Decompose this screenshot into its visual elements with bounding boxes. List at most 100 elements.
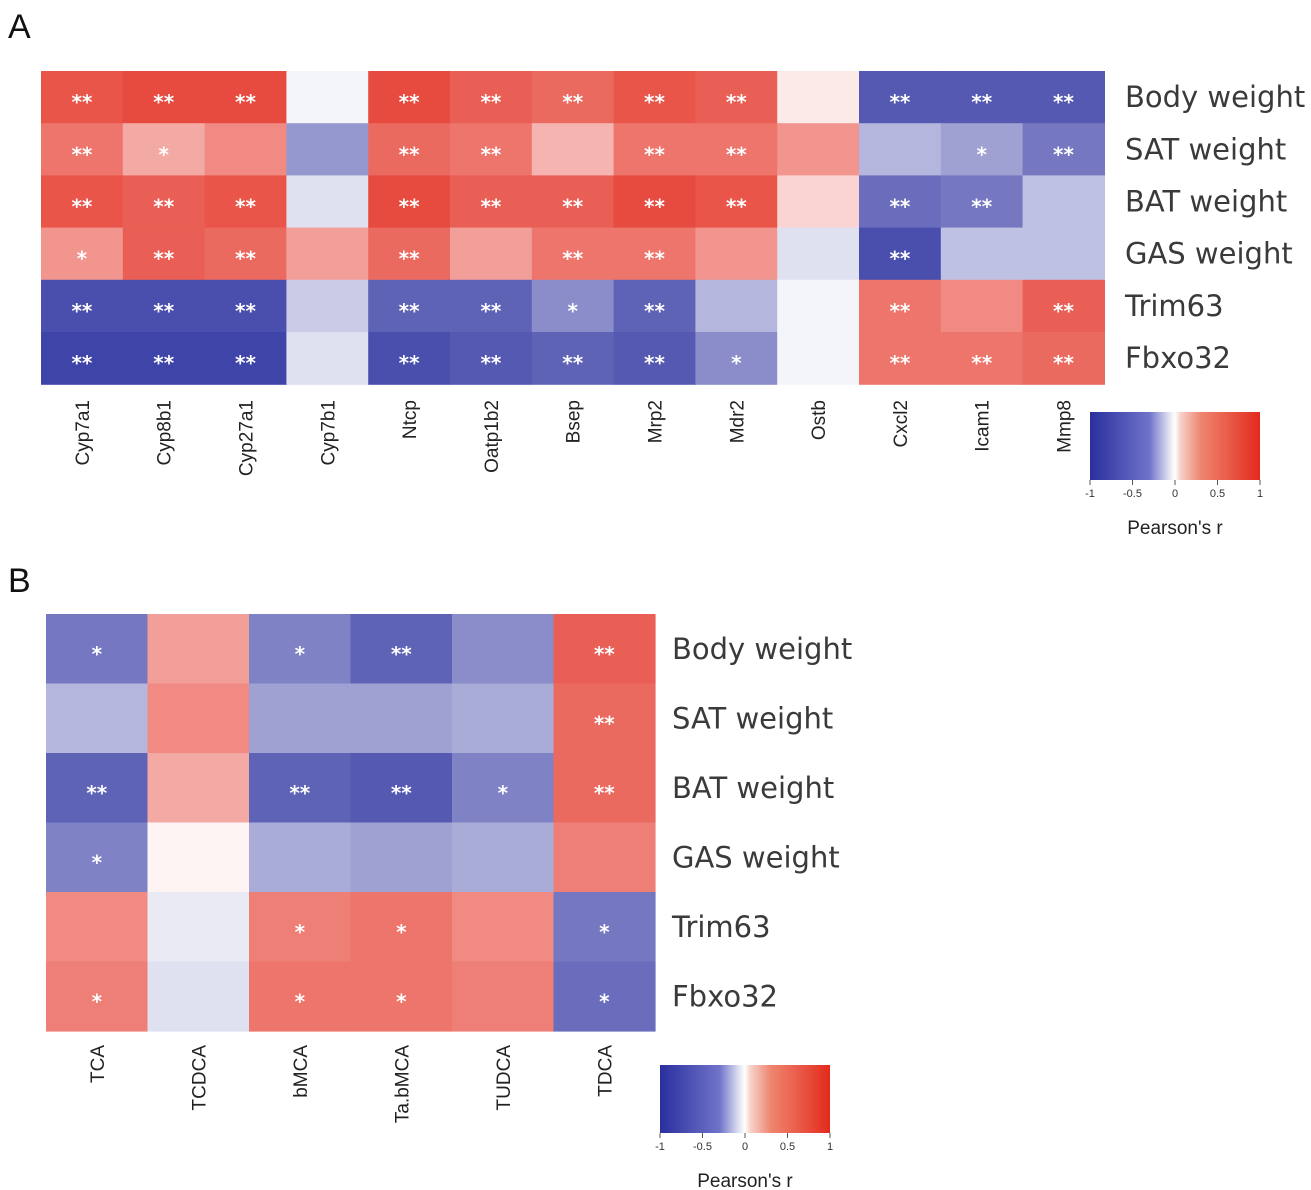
heatmap-cell-fbxo32-ntcp (368, 332, 451, 385)
significance-mark: ** (399, 351, 420, 375)
heatmap-cell-trim63-tudca (452, 892, 555, 963)
heatmap-cell-sat-weight-mrp2 (613, 123, 696, 176)
heatmap-cell-trim63-tca (46, 892, 149, 963)
colorbar-a-gradient (1090, 412, 1260, 480)
significance-mark: ** (480, 90, 501, 114)
heatmap-cell-fbxo32-bsep (531, 332, 615, 385)
heatmap-cell-trim63-ta-bmca (350, 892, 453, 963)
heatmap-cell-sat-weight-tcdca (147, 683, 250, 754)
significance-mark: ** (594, 711, 615, 735)
significance-mark: ** (391, 781, 412, 805)
heatmap-cell-fbxo32-mdr2 (695, 332, 778, 385)
heatmap-cell-bat-weight-bsep (531, 175, 615, 229)
heatmap-cell-fbxo32-ta-bmca (350, 961, 453, 1032)
column-label: TCA (88, 1045, 109, 1083)
significance-mark: ** (562, 351, 583, 375)
significance-mark: ** (86, 781, 107, 805)
column-label: Bsep (564, 400, 585, 443)
heatmap-cell-sat-weight-mdr2 (695, 123, 778, 176)
significance-mark: ** (889, 90, 910, 114)
heatmap-cell-trim63-mrp2 (613, 279, 696, 333)
heatmap-cell-gas-weight-tudca (452, 822, 555, 893)
heatmap-cell-fbxo32-bmca (249, 961, 352, 1032)
significance-mark: * (295, 642, 306, 666)
column-label: bMCA (291, 1045, 312, 1098)
significance-mark: ** (289, 781, 310, 805)
heatmap-cell-trim63-cyp7b1 (286, 279, 369, 333)
significance-mark: ** (971, 90, 992, 114)
heatmap-cell-trim63-bsep (531, 279, 615, 333)
heatmap-cell-body-weight-tudca (452, 614, 555, 685)
column-label: Mmp8 (1055, 400, 1076, 453)
heatmap-cell-body-weight-bmca (249, 614, 352, 685)
heatmap-cell-bat-weight-oatp1b2 (450, 175, 533, 229)
heatmap-cell-fbxo32-mrp2 (613, 332, 696, 385)
significance-mark: ** (644, 299, 665, 323)
column-label: Ntcp (400, 400, 421, 439)
heatmap-cell-body-weight-cyp7b1 (286, 71, 369, 124)
significance-mark: * (567, 299, 578, 323)
colorbar-b: -1 -0.5 0 0.5 1 Pearson's r (655, 1065, 833, 1190)
colorbar-tick-label: 0.5 (780, 1141, 795, 1153)
significance-mark: ** (235, 247, 256, 271)
heatmap-b-column-labels: TCA TCDCA bMCA Ta.bMCA TUDCA TDCA (88, 1045, 616, 1123)
heatmap-cell-sat-weight-cyp8b1 (122, 123, 206, 176)
heatmap-cell-gas-weight-ta-bmca (350, 822, 453, 893)
colorbar-b-gradient (660, 1065, 830, 1133)
heatmap-cell-bat-weight-ntcp (368, 175, 451, 229)
heatmap-cell-fbxo32-tca (46, 961, 149, 1032)
significance-mark: * (976, 142, 987, 166)
significance-mark: ** (153, 351, 174, 375)
significance-mark: ** (71, 195, 92, 219)
colorbar-tick-label: -0.5 (693, 1141, 712, 1153)
heatmap-cell-trim63-mmp8 (1022, 279, 1105, 333)
heatmap-cell-trim63-ostb (777, 279, 860, 333)
row-label: SAT weight (672, 701, 833, 735)
significance-mark: ** (644, 351, 665, 375)
heatmap-cell-trim63-cxcl2 (859, 279, 942, 333)
significance-mark: ** (71, 90, 92, 114)
heatmap-cell-gas-weight-ntcp (368, 227, 451, 281)
heatmap-cell-trim63-bmca (249, 892, 352, 963)
heatmap-cell-bat-weight-tudca (452, 753, 555, 824)
panel-label-b: B (8, 562, 31, 600)
heatmap-cell-sat-weight-mmp8 (1022, 123, 1105, 176)
heatmap-cell-bat-weight-tcdca (147, 753, 250, 824)
row-label: Body weight (1125, 80, 1305, 114)
significance-mark: ** (1053, 142, 1074, 166)
significance-mark: ** (71, 351, 92, 375)
heatmap-cell-gas-weight-bmca (249, 822, 352, 893)
heatmap-cell-trim63-tdca (553, 892, 656, 963)
heatmap-cell-sat-weight-oatp1b2 (450, 123, 533, 176)
heatmap-cell-gas-weight-tca (46, 822, 149, 893)
heatmap-b-cells (46, 614, 656, 1032)
significance-mark: * (77, 247, 88, 271)
significance-mark: ** (644, 195, 665, 219)
significance-mark: ** (399, 299, 420, 323)
column-label: Mrp2 (646, 400, 667, 443)
significance-mark: ** (399, 142, 420, 166)
heatmap-cell-fbxo32-icam1 (940, 332, 1024, 385)
significance-mark: ** (1053, 299, 1074, 323)
significance-mark: * (158, 142, 169, 166)
significance-mark: ** (235, 351, 256, 375)
heatmap-cell-trim63-cyp27a1 (204, 279, 287, 333)
significance-mark: ** (562, 90, 583, 114)
heatmap-cell-sat-weight-bsep (531, 123, 615, 176)
significance-mark: * (498, 781, 509, 805)
heatmap-cell-bat-weight-ostb (777, 175, 860, 229)
heatmap-cell-fbxo32-cyp7b1 (286, 332, 369, 385)
significance-mark: ** (726, 195, 747, 219)
significance-mark: ** (235, 90, 256, 114)
column-label: Mdr2 (727, 400, 748, 443)
heatmap-cell-trim63-oatp1b2 (450, 279, 533, 333)
significance-mark: ** (644, 142, 665, 166)
heatmap-cell-sat-weight-ostb (777, 123, 860, 176)
significance-mark: ** (644, 247, 665, 271)
heatmap-cell-fbxo32-tudca (452, 961, 555, 1032)
heatmap-cell-gas-weight-icam1 (940, 227, 1024, 281)
significance-mark: ** (889, 299, 910, 323)
column-label: Cyp7a1 (73, 400, 94, 466)
heatmap-a-row-labels: Body weight SAT weight BAT weight GAS weigh… (1124, 80, 1305, 375)
heatmap-cell-sat-weight-bmca (249, 683, 352, 754)
